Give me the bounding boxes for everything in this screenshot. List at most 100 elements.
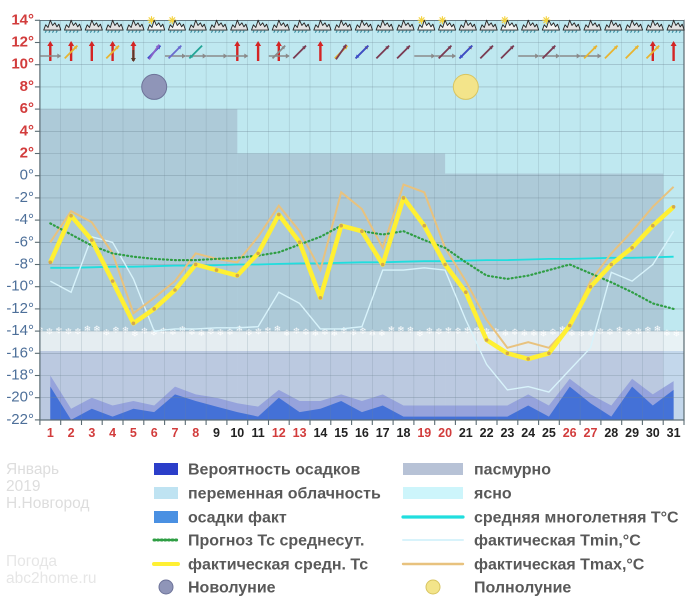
svg-text:Погода: Погода [6, 553, 57, 570]
svg-text:9: 9 [213, 426, 220, 440]
svg-text:4°: 4° [20, 122, 34, 139]
svg-text:❄: ❄ [388, 324, 396, 334]
svg-text:❄: ❄ [84, 324, 92, 334]
svg-text:❄: ❄ [616, 325, 624, 335]
svg-text:26: 26 [563, 426, 577, 440]
svg-text:фактическая Tmin,°C: фактическая Tmin,°C [474, 533, 641, 550]
svg-text:-10°: -10° [6, 278, 34, 295]
svg-text:❄: ❄ [549, 327, 557, 337]
svg-text:25: 25 [542, 426, 556, 440]
svg-text:29: 29 [625, 426, 639, 440]
svg-text:❄: ❄ [55, 326, 63, 336]
svg-text:❄: ❄ [217, 327, 225, 337]
svg-text:2019: 2019 [6, 478, 40, 495]
svg-text:❄: ❄ [511, 327, 519, 337]
svg-text:Вероятность осадков: Вероятность осадков [188, 462, 360, 479]
svg-text:средняя многолетняя Т°C: средняя многолетняя Т°C [474, 510, 679, 527]
svg-text:❄: ❄ [283, 328, 291, 338]
svg-text:❄: ❄ [312, 328, 320, 338]
svg-text:Январь: Январь [6, 461, 59, 478]
svg-text:❄: ❄ [397, 325, 405, 335]
svg-text:13: 13 [293, 426, 307, 440]
svg-text:30: 30 [646, 426, 660, 440]
svg-text:❄: ❄ [245, 327, 253, 337]
svg-text:-12°: -12° [6, 300, 34, 317]
svg-text:22: 22 [480, 426, 494, 440]
svg-text:12°: 12° [11, 34, 34, 51]
svg-text:14: 14 [313, 426, 327, 440]
svg-text:❄: ❄ [435, 327, 443, 337]
svg-text:-4°: -4° [15, 211, 34, 228]
svg-text:23: 23 [500, 426, 514, 440]
svg-text:❄: ❄ [131, 328, 139, 338]
svg-text:❄: ❄ [302, 327, 310, 337]
svg-text:❄: ❄ [350, 328, 358, 338]
svg-text:-6°: -6° [15, 233, 34, 250]
svg-text:20: 20 [438, 426, 452, 440]
svg-text:❄: ❄ [340, 326, 348, 336]
svg-text:❄: ❄ [255, 327, 263, 337]
svg-text:❄: ❄ [673, 328, 681, 338]
svg-text:5: 5 [130, 426, 137, 440]
svg-text:2°: 2° [20, 145, 34, 162]
svg-text:10°: 10° [11, 56, 34, 73]
svg-text:-18°: -18° [6, 367, 34, 384]
svg-text:7: 7 [172, 426, 179, 440]
svg-text:-8°: -8° [15, 256, 34, 273]
svg-text:31: 31 [667, 426, 681, 440]
svg-text:Полнолуние: Полнолуние [474, 580, 571, 597]
svg-text:пасмурно: пасмурно [474, 462, 551, 479]
svg-text:6°: 6° [20, 100, 34, 117]
svg-text:❄: ❄ [407, 325, 415, 335]
svg-text:❄: ❄ [74, 327, 82, 337]
svg-text:фактическая средн. Тс: фактическая средн. Тс [188, 557, 368, 574]
svg-text:-14°: -14° [6, 322, 34, 339]
svg-text:15: 15 [334, 426, 348, 440]
svg-text:24: 24 [521, 426, 535, 440]
svg-text:8: 8 [192, 426, 199, 440]
svg-text:19: 19 [417, 426, 431, 440]
svg-text:❄: ❄ [530, 328, 538, 338]
svg-text:10: 10 [230, 426, 244, 440]
svg-text:18: 18 [397, 426, 411, 440]
svg-text:❄: ❄ [597, 327, 605, 337]
svg-text:14°: 14° [11, 11, 34, 28]
svg-text:1: 1 [47, 426, 54, 440]
svg-text:4: 4 [109, 426, 116, 440]
svg-text:❄: ❄ [93, 324, 101, 334]
svg-text:❄: ❄ [236, 324, 244, 334]
svg-text:❄: ❄ [540, 328, 548, 338]
svg-text:3: 3 [88, 426, 95, 440]
svg-text:27: 27 [584, 426, 598, 440]
svg-text:❄: ❄ [521, 328, 529, 338]
svg-text:11: 11 [251, 426, 264, 440]
svg-text:❄: ❄ [103, 328, 111, 338]
svg-text:❄: ❄ [635, 327, 643, 337]
svg-text:-2°: -2° [15, 189, 34, 206]
svg-text:Новолуние: Новолуние [188, 580, 276, 597]
svg-text:28: 28 [604, 426, 618, 440]
svg-text:❄: ❄ [65, 327, 73, 337]
svg-text:abc2home.ru: abc2home.ru [6, 570, 96, 587]
svg-text:осадки факт: осадки факт [188, 510, 287, 527]
svg-text:❄: ❄ [445, 325, 453, 335]
svg-text:❄: ❄ [112, 325, 120, 335]
svg-text:❄: ❄ [502, 328, 510, 338]
svg-text:❄: ❄ [644, 325, 652, 335]
svg-text:17: 17 [376, 426, 390, 440]
svg-text:❄: ❄ [654, 324, 662, 334]
svg-text:ясно: ясно [473, 486, 512, 503]
svg-text:-20°: -20° [6, 389, 34, 406]
svg-text:8°: 8° [20, 78, 34, 95]
svg-text:Прогноз Тс среднесут.: Прогноз Тс среднесут. [188, 533, 364, 550]
svg-text:❄: ❄ [264, 325, 272, 335]
svg-text:❄: ❄ [274, 324, 282, 334]
svg-text:0°: 0° [20, 167, 34, 184]
svg-text:❄: ❄ [378, 328, 386, 338]
svg-text:❄: ❄ [606, 327, 614, 337]
svg-text:фактическая Tmax,°C: фактическая Tmax,°C [474, 557, 645, 574]
svg-text:21: 21 [459, 426, 473, 440]
svg-text:16: 16 [355, 426, 369, 440]
svg-text:6: 6 [151, 426, 158, 440]
svg-text:переменная облачность: переменная облачность [188, 486, 381, 503]
